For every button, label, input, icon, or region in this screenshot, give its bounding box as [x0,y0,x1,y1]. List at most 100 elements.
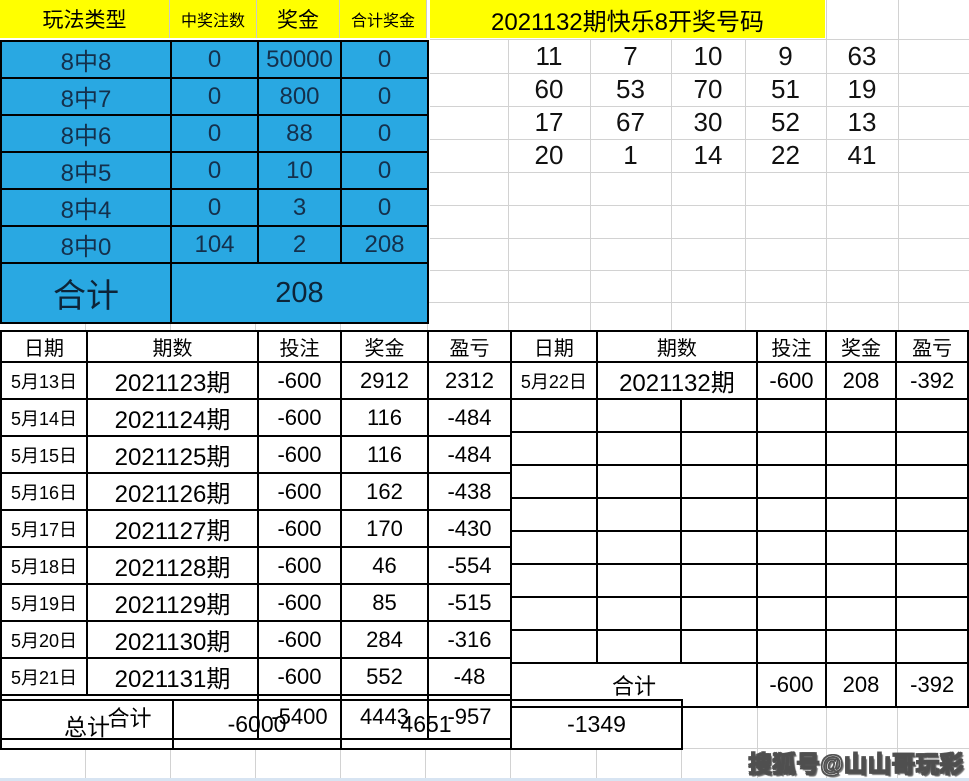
draw-number: 1 [623,140,638,170]
empty-cell [595,497,683,532]
empty-cell [510,497,598,532]
empty-row [510,563,969,598]
watermark: 搜狐号@山山哥玩彩 [748,750,964,777]
prize-cell: 8中8 [0,40,172,79]
current-table: 日期 期数 投注 奖金 盈亏 5月22日 2021132期 -600 208 -… [509,330,969,708]
issue-cell: 2021125期 [86,435,259,474]
empty-cell [756,497,827,532]
profit-cell: -48 [427,657,512,696]
table-row: 5月19日 2021129期 -600 85 -515 [0,583,512,622]
prize-header-playtype: 玩法类型 [0,0,170,38]
prize-cell: 0 [170,77,259,116]
col-header-prize: 奖金 [340,330,429,363]
date-cell: 5月19日 [0,583,88,622]
empty-cell [680,596,759,631]
draw-number: 51 [771,74,800,104]
empty-cell [895,563,969,598]
gridline [0,302,969,303]
empty-cell [680,629,759,664]
empty-cell [895,629,969,664]
draw-number: 13 [847,107,877,137]
empty-cell [824,464,898,499]
current-header-row: 日期 期数 投注 奖金 盈亏 [510,330,969,363]
gridline [671,39,672,330]
empty-cell [510,563,598,598]
empty-cell [824,497,898,532]
prize-cell: 116 [340,435,429,474]
prize-cell: 162 [340,472,429,511]
prize-cell: 0 [340,77,429,116]
total-profit: -392 [895,662,969,708]
table-row: 5月13日 2021123期 -600 2912 2312 [0,361,512,400]
prize-cell: 0 [170,40,259,79]
empty-cell [756,629,827,664]
total-bet: -600 [756,662,827,708]
bet-cell: -600 [756,361,827,400]
col-header-profit: 盈亏 [895,330,969,363]
empty-cell [824,431,898,466]
empty-cell [756,431,827,466]
issue-cell: 2021132期 [595,361,759,400]
empty-cell [510,530,598,565]
draw-number: 7 [623,41,638,71]
empty-cell [510,629,598,664]
gridline [510,748,511,778]
draw-number: 19 [847,74,877,104]
table-row: 5月22日 2021132期 -600 208 -392 [510,361,969,400]
gridline [681,748,682,778]
grand-total-label: 总计 [0,699,174,750]
gridline [430,73,969,74]
empty-cell [595,398,683,433]
prize-cell: 170 [340,509,429,548]
profit-cell: -515 [427,583,512,622]
col-header-bet: 投注 [756,330,827,363]
issue-cell: 2021128期 [86,546,259,585]
gridline [430,139,969,140]
bottom-strip [0,778,969,781]
table-row: 5月20日 2021130期 -600 284 -316 [0,620,512,659]
empty-cell [756,596,827,631]
col-header-date: 日期 [510,330,598,363]
total-prize: 208 [824,662,898,708]
prize-cell: 85 [340,583,429,622]
empty-cell [680,563,759,598]
profit-cell: -438 [427,472,512,511]
issue-cell: 2021123期 [86,361,259,400]
bet-cell: -600 [257,620,342,659]
empty-cell [756,464,827,499]
prize-total-row: 合计 208 [0,262,429,324]
gridline [430,106,969,107]
prize-cell: 0 [170,151,259,190]
draw-number: 60 [534,74,564,104]
gridline [508,39,509,330]
profit-cell: -484 [427,398,512,437]
empty-cell [824,530,898,565]
prize-header-totalprize: 合计奖金 [340,0,427,38]
empty-cell [895,431,969,466]
prize-table: 8中8 0 50000 0 8中7 0 800 0 8中6 0 88 0 8中5… [0,40,429,324]
gridline [85,748,86,778]
draw-number: 17 [534,107,564,137]
table-row: 8中8 0 50000 0 [0,40,429,79]
prize-cell: 116 [340,398,429,437]
prize-cell: 3 [257,188,342,227]
issue-cell: 2021126期 [86,472,259,511]
table-row: 8中6 0 88 0 [0,114,429,153]
empty-row [510,530,969,565]
date-cell: 5月17日 [0,509,88,548]
draw-number: 30 [693,107,723,137]
date-cell: 5月18日 [0,546,88,585]
prize-cell: 8中0 [0,225,172,264]
prize-cell: 208 [340,225,429,264]
date-cell: 5月21日 [0,657,88,696]
prize-cell: 0 [340,114,429,153]
empty-cell [895,398,969,433]
empty-row [510,596,969,631]
empty-row [510,497,969,532]
gridline [430,238,969,239]
date-cell: 5月22日 [510,361,598,400]
gridline [757,700,758,778]
prize-cell: 10 [257,151,342,190]
gridline [681,748,969,749]
